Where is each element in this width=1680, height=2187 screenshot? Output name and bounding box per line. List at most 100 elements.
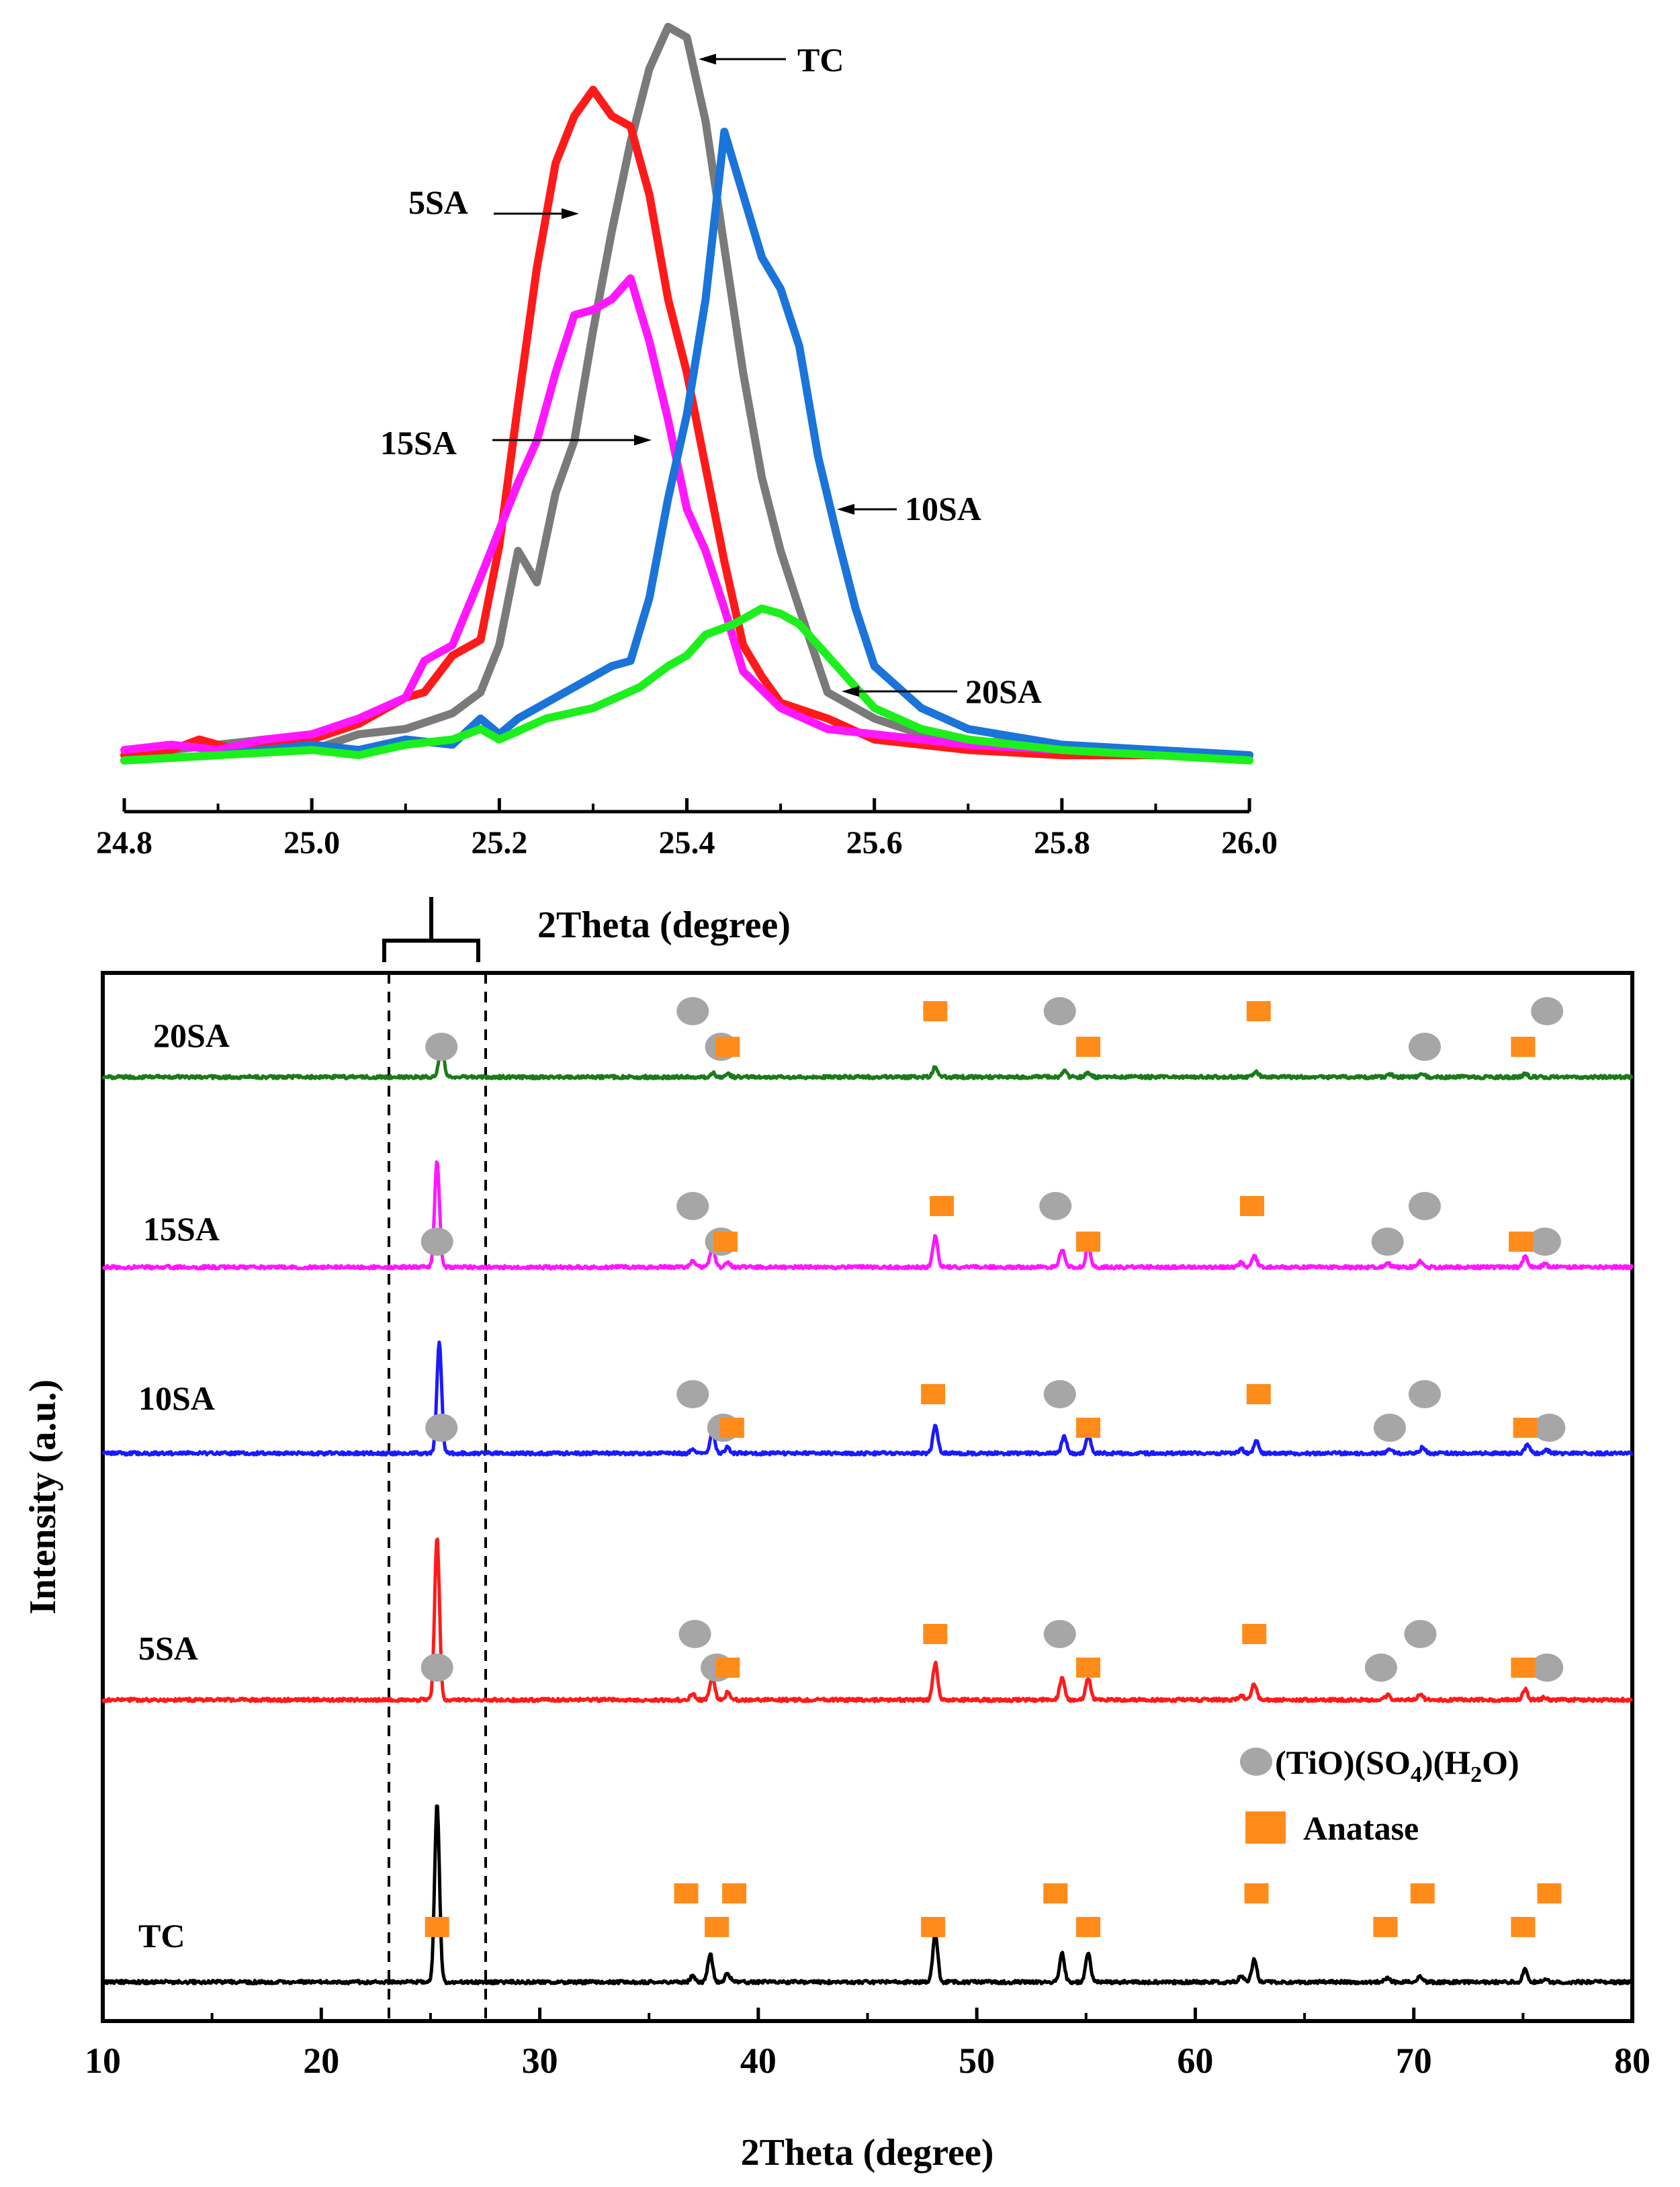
anatase-marker-15sa — [1509, 1232, 1534, 1252]
anatase-free-marker-10sa — [1533, 1414, 1566, 1442]
anatase-free-marker-15sa — [676, 1192, 709, 1220]
inset-annotation-15sa: 15SA — [380, 424, 652, 462]
anatase-marker-tc — [1410, 1883, 1435, 1903]
main-plot: 10 20 30 40 50 60 70 80 20SA 15SA 10SA 5SA TC (… — [22, 971, 1650, 2174]
anatase-free-marker-10sa — [425, 1414, 458, 1442]
series-label-tc: TC — [138, 1917, 185, 1955]
main-tick-label: 80 — [1614, 2041, 1650, 2081]
anatase-free-marker-15sa — [1408, 1192, 1441, 1220]
anatase-free-marker-20sa — [676, 997, 709, 1025]
main-series-10sa — [101, 1340, 1634, 1457]
legend-label-part-c: O) — [1482, 1744, 1519, 1781]
inset-tick-label: 25.0 — [283, 825, 340, 861]
anatase-marker-5sa — [1076, 1658, 1101, 1678]
inset-annotation-5sa: 5SA — [408, 183, 579, 221]
main-series-15sa — [101, 1160, 1634, 1271]
inset-tick-label: 25.2 — [471, 825, 527, 861]
series-label-10sa: 10SA — [138, 1379, 215, 1417]
legend-label-anatase: Anatase — [1303, 1809, 1419, 1847]
main-series-5sa — [101, 1537, 1634, 1703]
main-tick-label: 70 — [1396, 2041, 1432, 2081]
inset-tick-label: 25.8 — [1034, 825, 1090, 861]
legend-square-symbol — [1245, 1811, 1286, 1844]
inset-label-15sa: 15SA — [380, 424, 457, 462]
inset-series-20sa — [120, 604, 1253, 765]
inset-arrowhead-10sa — [837, 504, 854, 515]
anatase-free-marker-5sa — [1364, 1654, 1397, 1682]
anatase-marker-20sa — [1246, 1001, 1271, 1021]
anatase-free-marker-10sa — [1373, 1414, 1406, 1442]
anatase-marker-10sa — [1076, 1418, 1101, 1438]
inset-tick-label: 25.6 — [846, 825, 903, 861]
phase-markers — [421, 997, 1566, 1937]
inset-annotation-tc: TC — [699, 41, 844, 79]
inset-traces — [120, 23, 1253, 765]
anatase-free-marker-15sa — [1039, 1192, 1072, 1220]
anatase-free-marker-10sa — [1408, 1380, 1441, 1408]
anatase-free-marker-15sa — [1528, 1228, 1561, 1256]
inset-series-tc — [120, 23, 1253, 765]
main-x-axis-title: 2Theta (degree) — [741, 2132, 994, 2174]
main-series-tc — [101, 1804, 1634, 1985]
main-tick-label: 30 — [522, 2041, 558, 2081]
main-traces — [101, 1043, 1634, 1985]
anatase-marker-10sa — [921, 1384, 946, 1404]
anatase-free-marker-20sa — [1531, 997, 1564, 1025]
series-label-5sa: 5SA — [138, 1629, 198, 1667]
inset-arrowhead-tc — [699, 54, 716, 65]
anatase-marker-tc — [921, 1917, 946, 1937]
anatase-free-marker-20sa — [425, 1033, 458, 1061]
anatase-marker-tc — [722, 1883, 747, 1903]
legend-label-sub-4: 4 — [1411, 1762, 1422, 1787]
anatase-marker-10sa — [1513, 1418, 1538, 1438]
anatase-marker-tc — [1043, 1883, 1068, 1903]
inset-label-5sa: 5SA — [408, 183, 468, 221]
legend-circle-symbol — [1240, 1748, 1272, 1776]
legend: (TiO)(SO4)(H2O) Anatase — [1240, 1744, 1519, 1847]
legend-label-part-a: (TiO)(SO — [1275, 1744, 1411, 1781]
inset-x-axis-title: 2Theta (degree) — [537, 904, 791, 946]
anatase-marker-20sa — [923, 1001, 948, 1021]
main-tick-label: 40 — [740, 2041, 777, 2081]
anatase-marker-10sa — [1246, 1384, 1271, 1404]
anatase-marker-tc — [1373, 1917, 1398, 1937]
anatase-free-marker-15sa — [1371, 1228, 1404, 1256]
inset-arrowhead-5sa — [562, 208, 579, 219]
anatase-marker-5sa — [923, 1624, 948, 1644]
inset-tick-label: 26.0 — [1221, 825, 1278, 861]
anatase-marker-5sa — [1242, 1624, 1267, 1644]
inset-label-20sa: 20SA — [965, 673, 1042, 710]
inset-tick-label: 24.8 — [96, 825, 152, 861]
anatase-free-marker-10sa — [676, 1380, 709, 1408]
anatase-free-marker-5sa — [1531, 1654, 1564, 1682]
legend-label-titanyl-sulfate: (TiO)(SO4)(H2O) — [1275, 1744, 1519, 1787]
legend-label-sub-2: 2 — [1470, 1762, 1482, 1787]
inset-label-10sa: 10SA — [905, 490, 981, 527]
main-y-axis-title: Intensity (a.u.) — [22, 1379, 64, 1615]
anatase-marker-15sa — [1076, 1232, 1101, 1252]
anatase-marker-tc — [705, 1917, 730, 1937]
inset-series-15sa — [120, 274, 1160, 755]
series-label-15sa: 15SA — [143, 1210, 220, 1248]
anatase-marker-5sa — [715, 1658, 740, 1678]
inset-arrowhead-20sa — [842, 686, 859, 697]
inset-series-5sa — [120, 85, 1253, 759]
inset-annotation-20sa: 20SA — [842, 673, 1042, 710]
anatase-free-marker-5sa — [1043, 1620, 1076, 1648]
anatase-marker-tc — [1511, 1917, 1536, 1937]
inset-x-ticks: 24.8 25.0 25.2 25.4 25.6 25.8 26.0 — [96, 798, 1278, 861]
anatase-free-marker-5sa — [678, 1620, 711, 1648]
anatase-marker-20sa — [1076, 1037, 1101, 1057]
anatase-marker-tc — [674, 1883, 699, 1903]
anatase-marker-20sa — [1511, 1037, 1536, 1057]
anatase-marker-15sa — [713, 1232, 738, 1252]
inset-tick-label: 25.4 — [659, 825, 715, 861]
main-tick-label: 50 — [959, 2041, 995, 2081]
anatase-free-marker-5sa — [1404, 1620, 1437, 1648]
main-tick-label: 20 — [303, 2041, 339, 2081]
anatase-free-marker-20sa — [1408, 1033, 1441, 1061]
anatase-marker-15sa — [930, 1196, 955, 1216]
anatase-free-marker-10sa — [1043, 1380, 1076, 1408]
